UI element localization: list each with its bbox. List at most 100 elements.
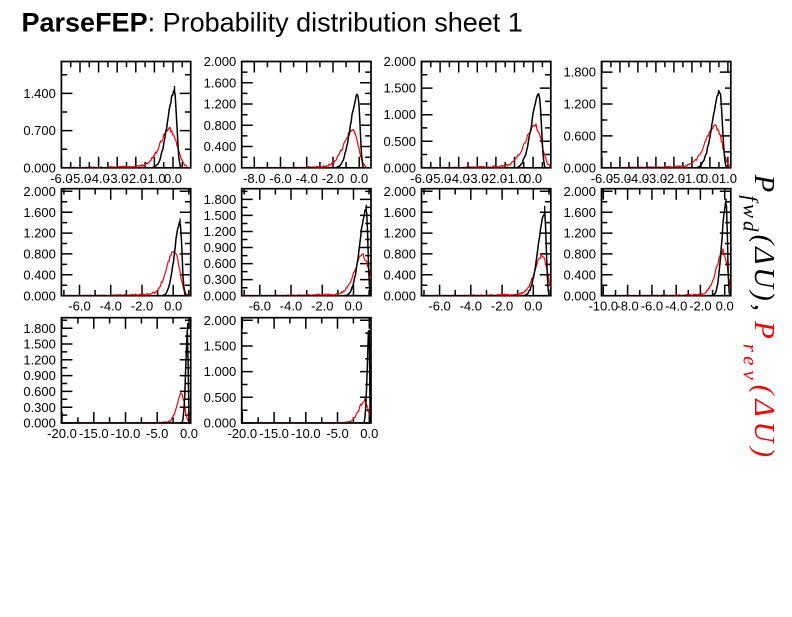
svg-text:-5.0: -5.0	[69, 171, 91, 186]
svg-text:-1.0: -1.0	[681, 171, 703, 186]
svg-text:1.200: 1.200	[383, 226, 416, 241]
svg-text:-2.0: -2.0	[131, 299, 153, 314]
svg-text:-10.0: -10.0	[291, 426, 321, 441]
svg-text:2.000: 2.000	[563, 184, 596, 199]
svg-text:0.0: 0.0	[524, 171, 542, 186]
svg-text:1.500: 1.500	[383, 81, 416, 96]
svg-text:0.500: 0.500	[204, 390, 237, 405]
svg-text:0.600: 0.600	[23, 384, 56, 399]
svg-text:0.000: 0.000	[204, 416, 237, 431]
svg-text:-5.0: -5.0	[326, 426, 348, 441]
svg-text:-2.0: -2.0	[491, 299, 513, 314]
svg-text:0.0: 0.0	[524, 299, 542, 314]
svg-text:1.500: 1.500	[204, 208, 237, 223]
svg-text:0.600: 0.600	[204, 256, 237, 271]
svg-text:0.400: 0.400	[563, 267, 596, 282]
svg-text:1.600: 1.600	[204, 75, 237, 90]
svg-text:-6.0: -6.0	[641, 299, 663, 314]
svg-text:-2.0: -2.0	[322, 171, 344, 186]
svg-text:2.000: 2.000	[383, 54, 416, 69]
svg-text:-3.0: -3.0	[466, 171, 488, 186]
svg-text:0.0: 0.0	[180, 426, 198, 441]
svg-text:-3.0: -3.0	[645, 171, 667, 186]
svg-text:0.400: 0.400	[204, 139, 237, 154]
svg-text:-1.0: -1.0	[143, 171, 165, 186]
svg-text:0.600: 0.600	[563, 129, 596, 144]
svg-text:2.000: 2.000	[383, 184, 416, 199]
svg-text:-6.0: -6.0	[50, 171, 72, 186]
svg-text:-6.0: -6.0	[68, 299, 90, 314]
svg-text:-5.0: -5.0	[609, 171, 631, 186]
svg-text:-2.0: -2.0	[311, 299, 333, 314]
svg-text:1.200: 1.200	[563, 97, 596, 112]
svg-text:0.800: 0.800	[563, 247, 596, 262]
svg-text:1.500: 1.500	[23, 337, 56, 352]
svg-text:-8.0: -8.0	[616, 299, 638, 314]
svg-text:0.400: 0.400	[383, 267, 416, 282]
svg-text:1.0: 1.0	[719, 171, 737, 186]
svg-text:-6.0: -6.0	[428, 299, 450, 314]
svg-text:1.200: 1.200	[23, 226, 56, 241]
svg-text:1.200: 1.200	[204, 224, 237, 239]
svg-text:1.200: 1.200	[563, 226, 596, 241]
svg-text:1.200: 1.200	[23, 352, 56, 367]
svg-text:-2.0: -2.0	[485, 171, 507, 186]
svg-text:2.000: 2.000	[204, 54, 237, 69]
svg-text:0.000: 0.000	[23, 160, 56, 175]
svg-text:1.000: 1.000	[383, 107, 416, 122]
svg-text:-5.0: -5.0	[429, 171, 451, 186]
svg-text:-4.0: -4.0	[295, 171, 317, 186]
svg-text:-4.0: -4.0	[280, 299, 302, 314]
svg-text:0.0: 0.0	[164, 171, 182, 186]
svg-text:0.800: 0.800	[204, 118, 237, 133]
svg-text:0.000: 0.000	[563, 160, 596, 175]
svg-text:-15.0: -15.0	[259, 426, 289, 441]
svg-text:2.000: 2.000	[204, 313, 237, 328]
svg-text:1.600: 1.600	[383, 205, 416, 220]
svg-text:0.500: 0.500	[383, 134, 416, 149]
svg-text:-20.0: -20.0	[47, 426, 77, 441]
svg-text:1.800: 1.800	[204, 192, 237, 207]
svg-text:1.600: 1.600	[23, 205, 56, 220]
svg-text:0.300: 0.300	[23, 400, 56, 415]
svg-text:1.000: 1.000	[204, 364, 237, 379]
svg-text:-2.0: -2.0	[663, 171, 685, 186]
svg-text:1.400: 1.400	[23, 86, 56, 101]
svg-text:1.200: 1.200	[204, 97, 237, 112]
svg-text:0.800: 0.800	[383, 247, 416, 262]
svg-text:-8.0: -8.0	[243, 171, 265, 186]
svg-text:-6.0: -6.0	[410, 171, 432, 186]
svg-text:-6.0: -6.0	[269, 171, 291, 186]
svg-text:-4.0: -4.0	[460, 299, 482, 314]
svg-text:0.900: 0.900	[23, 368, 56, 383]
svg-text:1.800: 1.800	[23, 321, 56, 336]
svg-text:-20.0: -20.0	[227, 426, 257, 441]
svg-text:-2.0: -2.0	[125, 171, 147, 186]
svg-text:1.600: 1.600	[563, 205, 596, 220]
svg-text:-6.0: -6.0	[249, 299, 271, 314]
svg-text:1.500: 1.500	[204, 339, 237, 354]
svg-text:0.300: 0.300	[204, 272, 237, 287]
svg-text:-4.0: -4.0	[665, 299, 687, 314]
svg-text:0.0: 0.0	[360, 426, 378, 441]
svg-text:1.800: 1.800	[563, 65, 596, 80]
svg-text:-2.0: -2.0	[689, 299, 711, 314]
svg-text:-5.0: -5.0	[146, 426, 168, 441]
svg-text:-4.0: -4.0	[447, 171, 469, 186]
svg-text:0.000: 0.000	[23, 416, 56, 431]
svg-text:0.000: 0.000	[204, 288, 237, 303]
svg-text:-10.0: -10.0	[111, 426, 141, 441]
svg-text:0.800: 0.800	[23, 247, 56, 262]
svg-text:-4.0: -4.0	[87, 171, 109, 186]
svg-text:0.0: 0.0	[344, 299, 362, 314]
svg-text:0.000: 0.000	[204, 160, 237, 175]
svg-text:-6.0: -6.0	[591, 171, 613, 186]
svg-text:0.0: 0.0	[164, 299, 182, 314]
svg-text:0.000: 0.000	[383, 288, 416, 303]
svg-text:ParseFEP: Probability distribu: ParseFEP: Probability distribution sheet…	[22, 8, 523, 38]
svg-text:2.000: 2.000	[23, 184, 56, 199]
svg-text:-3.0: -3.0	[106, 171, 128, 186]
svg-text:0.0: 0.0	[716, 299, 734, 314]
svg-text:-4.0: -4.0	[99, 299, 121, 314]
svg-text:-1.0: -1.0	[503, 171, 525, 186]
